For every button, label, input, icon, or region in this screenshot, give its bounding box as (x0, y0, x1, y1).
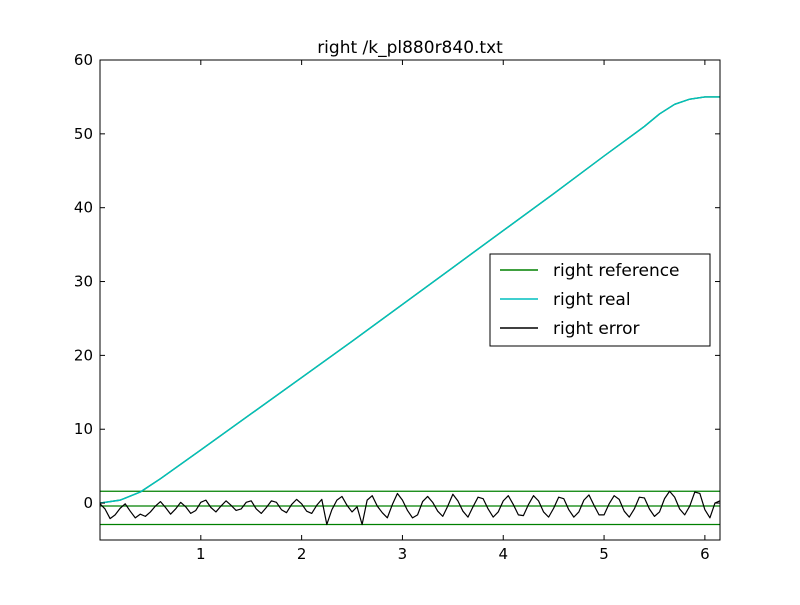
series-line-right-real (100, 96, 720, 504)
axes-frame (99, 59, 721, 541)
y-tick-label-0: 0 (83, 494, 93, 512)
x-tick-label-3: 4 (498, 545, 508, 563)
legend-label-right-real: right real (553, 290, 631, 310)
x-tick-label-2: 3 (398, 545, 408, 563)
y-tick-label-5: 50 (74, 125, 93, 143)
x-tick-label-1: 2 (297, 545, 307, 563)
chart-title: right /k_pl880r840.txt (317, 38, 503, 58)
y-tick-label-1: 10 (74, 420, 93, 438)
legend-label-right-reference: right reference (553, 261, 680, 281)
y-tick-label-4: 40 (74, 199, 93, 217)
y-tick-label-2: 20 (74, 346, 93, 364)
x-tick-label-0: 1 (196, 545, 206, 563)
x-tick-label-4: 5 (599, 545, 609, 563)
series-line-right-error (100, 490, 720, 526)
plot-area (100, 96, 720, 526)
legend: right reference right real right error (489, 253, 711, 347)
y-tick-label-3: 30 (74, 273, 93, 291)
x-tick-label-5: 6 (700, 545, 710, 563)
y-tick-label-6: 60 (74, 51, 93, 69)
legend-label-right-error: right error (553, 319, 640, 339)
